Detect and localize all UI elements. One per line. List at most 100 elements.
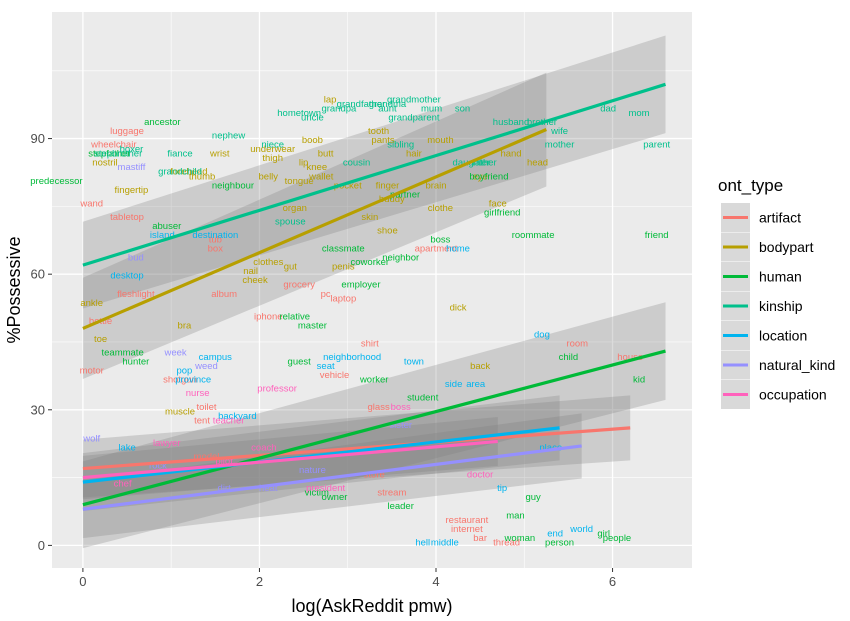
- word-label-human: worker: [359, 375, 389, 386]
- word-label-kinship: grandparent: [388, 112, 440, 123]
- word-label-bodypart: clothe: [428, 203, 453, 214]
- legend-title: ont_type: [718, 176, 783, 195]
- word-label-artifact: room: [566, 339, 588, 350]
- word-label-bodypart: muscle: [165, 406, 195, 417]
- word-label-kinship: boxer: [120, 144, 144, 155]
- y-tick-label: 90: [31, 131, 45, 146]
- word-label-bodypart: hand: [500, 149, 521, 160]
- word-label-occupation: doctor: [467, 470, 493, 481]
- word-label-human: ancestor: [144, 117, 180, 128]
- word-labels: luggage wheelchair tabletop vehicle laptop ip…: [30, 94, 670, 548]
- legend-label-occupation: occupation: [759, 387, 827, 403]
- word-label-artifact: stream: [377, 488, 406, 499]
- word-label-bodypart: forehead: [170, 167, 208, 178]
- word-label-location: tip: [497, 483, 507, 494]
- word-label-bodypart: thigh: [262, 153, 283, 164]
- legend: ont_type artifact bodypart human kinship loc…: [718, 176, 835, 409]
- word-label-natural_kind: dirt: [218, 483, 232, 494]
- word-label-kinship: niece: [261, 140, 284, 151]
- word-label-bodypart: nail: [243, 266, 258, 277]
- word-label-human: roommate: [512, 230, 555, 241]
- word-label-occupation: teacher: [213, 415, 245, 426]
- x-axis-title: log(AskReddit pmw): [291, 596, 452, 616]
- word-label-occupation: boss: [391, 402, 411, 413]
- word-label-artifact: wand: [79, 198, 103, 209]
- word-label-location: seat: [317, 361, 335, 372]
- word-label-bodypart: buddy: [379, 194, 405, 205]
- word-label-natural_kind: week: [163, 348, 186, 359]
- word-label-artifact: model: [194, 452, 220, 463]
- legend-label-location: location: [759, 328, 807, 344]
- word-label-human: partner: [390, 189, 420, 200]
- word-label-artifact: internet: [451, 524, 483, 535]
- word-label-kinship: sibling: [387, 140, 414, 151]
- word-label-human: woman: [504, 533, 536, 544]
- word-label-human: girl: [597, 528, 610, 539]
- word-label-kinship: fiance: [167, 149, 192, 160]
- word-label-kinship: grandma: [369, 99, 407, 110]
- word-label-kinship: grandmother: [387, 94, 441, 105]
- word-label-occupation: coach: [251, 442, 276, 453]
- word-label-kinship: father: [472, 158, 496, 169]
- word-label-bodypart: head: [527, 158, 548, 169]
- word-label-bodypart: organ: [283, 203, 307, 214]
- word-label-bodypart: clothes: [253, 257, 283, 268]
- word-label-human: man: [506, 510, 524, 521]
- word-label-location: end: [547, 528, 563, 539]
- word-label-kinship: mother: [545, 140, 575, 151]
- word-label-human: child: [559, 352, 579, 363]
- word-label-bodypart: belly: [259, 171, 279, 182]
- word-label-kinship: aunt: [378, 103, 397, 114]
- word-label-occupation: lawyer: [153, 438, 180, 449]
- word-label-bodypart: finger: [376, 180, 400, 191]
- word-label-bodypart: wrist: [209, 149, 230, 160]
- word-label-kinship: stepbrother: [94, 149, 142, 160]
- word-label-kinship: spouse: [275, 216, 306, 227]
- word-label-bodypart: skin: [361, 212, 378, 223]
- word-label-human: owner: [322, 492, 348, 503]
- word-label-location: neighborhood: [323, 352, 381, 363]
- word-label-natural_kind: nature: [299, 465, 326, 476]
- word-label-occupation: chef: [114, 479, 132, 490]
- word-label-human: people: [603, 533, 632, 544]
- word-label-bodypart: pocket: [334, 180, 362, 191]
- y-tick-label: 0: [38, 538, 45, 553]
- word-label-kinship: grandpa: [321, 103, 357, 114]
- word-label-kinship: husband: [493, 117, 529, 128]
- word-label-kinship: mom: [628, 108, 649, 119]
- word-label-natural_kind: wolf: [82, 433, 100, 444]
- word-label-bodypart: lap: [324, 94, 337, 105]
- band-bodypart: [82, 72, 547, 380]
- word-label-bodypart: face: [489, 198, 507, 209]
- x-tick-label: 4: [432, 574, 439, 589]
- word-label-kinship: mum: [421, 103, 442, 114]
- y-tick-label: 60: [31, 267, 45, 282]
- word-label-human: friend: [645, 230, 669, 241]
- word-label-human: person: [545, 537, 574, 548]
- word-label-natural_kind: heat: [259, 483, 278, 494]
- word-label-human: guest: [288, 357, 312, 368]
- word-label-location: area: [466, 379, 486, 390]
- word-label-bodypart: thumb: [189, 171, 215, 182]
- word-label-location: middle: [431, 537, 459, 548]
- word-label-human: boyfriend: [469, 171, 508, 182]
- x-tick-label: 0: [79, 574, 86, 589]
- word-label-artifact: box: [208, 244, 224, 255]
- word-label-bodypart: underwear: [250, 144, 295, 155]
- word-label-occupation: pilot: [215, 456, 233, 467]
- word-label-location: pop: [176, 366, 192, 377]
- word-label-human: girlfriend: [484, 207, 520, 218]
- band-location: [82, 395, 560, 512]
- word-label-human: stepfather: [88, 149, 130, 160]
- word-label-artifact: shotgun: [163, 375, 197, 386]
- word-label-kinship: wife: [550, 126, 568, 137]
- word-label-human: teammate: [101, 348, 143, 359]
- word-label-artifact: tub: [209, 235, 222, 246]
- word-label-bodypart: wallet: [308, 171, 334, 182]
- word-label-location: destination: [192, 230, 238, 241]
- word-label-bodypart: hair: [406, 149, 422, 160]
- word-label-kinship: uncle: [301, 112, 324, 123]
- word-label-bodypart: nostril: [92, 158, 117, 169]
- word-label-occupation: professor: [257, 384, 297, 395]
- word-label-bodypart: tongue: [285, 176, 314, 187]
